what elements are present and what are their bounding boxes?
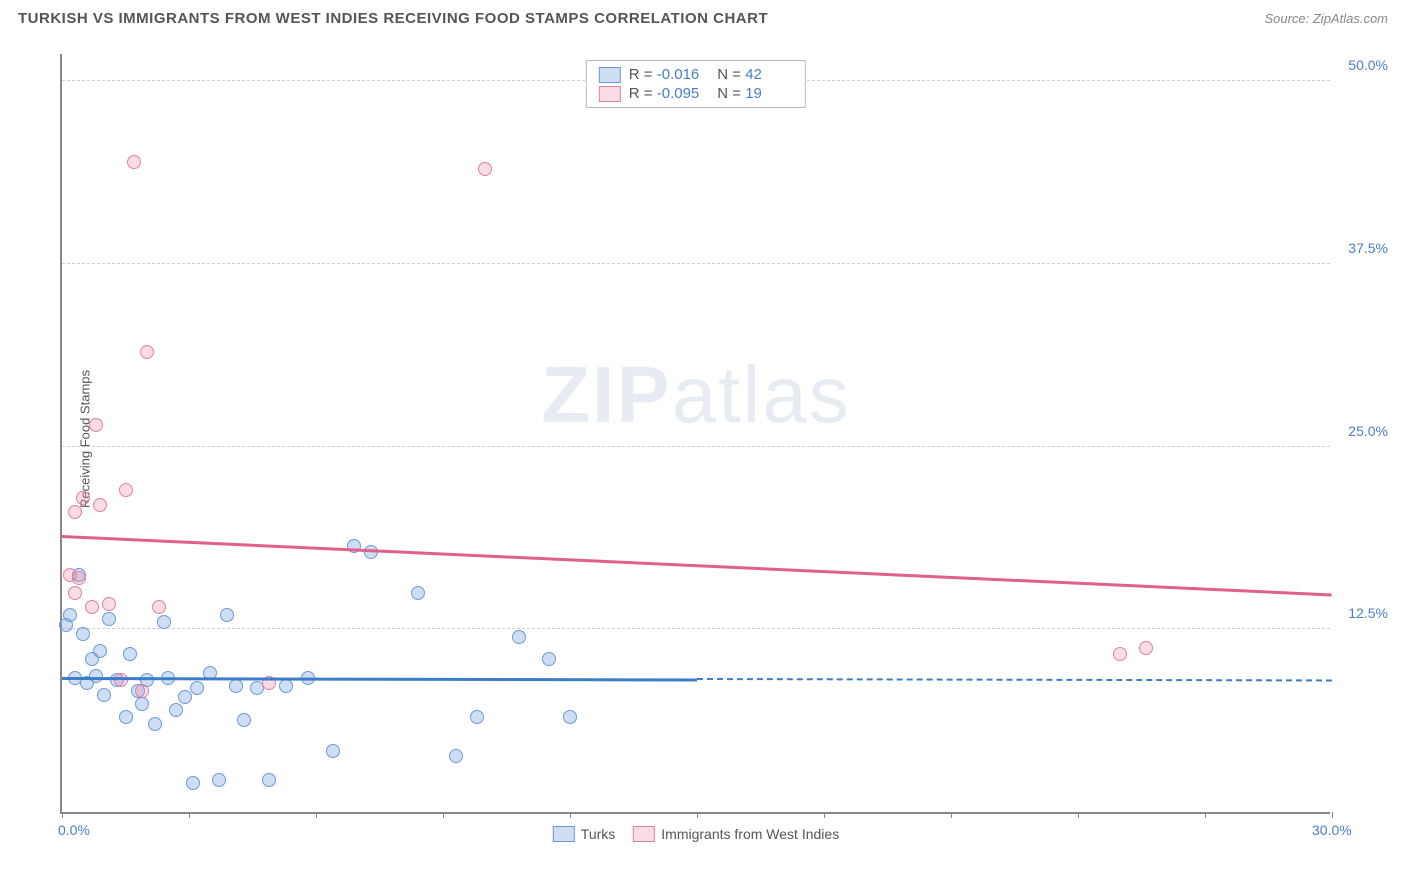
regression-line [62,535,1332,596]
series-label: Turks [581,826,615,842]
data-point [326,744,340,758]
data-point [135,697,149,711]
data-point [449,749,463,763]
x-tick [62,812,63,818]
legend-row: R = -0.095 N = 19 [599,84,793,103]
data-point [93,644,107,658]
data-point [157,615,171,629]
legend-swatch [599,86,621,102]
page-title: TURKISH VS IMMIGRANTS FROM WEST INDIES R… [18,10,768,27]
watermark: ZIPatlas [541,349,850,441]
data-point [76,627,90,641]
data-point [262,773,276,787]
x-tick [697,812,698,818]
x-tick [570,812,571,818]
data-point [237,713,251,727]
data-point [1113,647,1127,661]
data-point [123,647,137,661]
gridline [62,263,1330,264]
data-point [63,608,77,622]
y-tick-label: 25.0% [1348,423,1388,439]
legend-row: R = -0.016 N = 42 [599,65,793,84]
x-tick [316,812,317,818]
series-legend-item: Immigrants from West Indies [633,826,839,842]
data-point [119,483,133,497]
data-point [152,600,166,614]
x-tick [443,812,444,818]
data-point [140,345,154,359]
x-tick [1078,812,1079,818]
x-tick [1205,812,1206,818]
series-legend-item: Turks [553,826,615,842]
source-attribution: Source: ZipAtlas.com [1264,11,1388,26]
data-point [114,673,128,687]
data-point [148,717,162,731]
data-point [470,710,484,724]
data-point [93,498,107,512]
legend-swatch [553,826,575,842]
x-tick [951,812,952,818]
data-point [542,652,556,666]
data-point [220,608,234,622]
legend-swatch [599,67,621,83]
data-point [102,612,116,626]
x-tick-label: 30.0% [1312,822,1352,838]
data-point [102,597,116,611]
y-tick-label: 37.5% [1348,240,1388,256]
data-point [135,684,149,698]
x-tick [1332,812,1333,818]
x-tick [189,812,190,818]
data-point [72,571,86,585]
plot-area: ZIPatlas 12.5%25.0%37.5%50.0%0.0%30.0%R … [60,54,1330,814]
data-point [178,690,192,704]
data-point [411,586,425,600]
x-tick-label: 0.0% [58,822,90,838]
data-point [279,679,293,693]
gridline [62,446,1330,447]
data-point [512,630,526,644]
data-point [190,681,204,695]
data-point [1139,641,1153,655]
y-tick-label: 50.0% [1348,57,1388,73]
x-tick [824,812,825,818]
data-point [85,600,99,614]
data-point [97,688,111,702]
data-point [563,710,577,724]
data-point [68,586,82,600]
correlation-chart: Receiving Food Stamps ZIPatlas 12.5%25.0… [50,44,1390,834]
data-point [169,703,183,717]
data-point [212,773,226,787]
legend-swatch [633,826,655,842]
data-point [229,679,243,693]
data-point [478,162,492,176]
data-point [76,491,90,505]
y-tick-label: 12.5% [1348,605,1388,621]
data-point [89,418,103,432]
correlation-legend: R = -0.016 N = 42R = -0.095 N = 19 [586,60,806,108]
series-label: Immigrants from West Indies [661,826,839,842]
regression-line [697,678,1332,681]
data-point [186,776,200,790]
data-point [68,505,82,519]
series-legend: Turks Immigrants from West Indies [553,826,839,842]
data-point [127,155,141,169]
regression-line [62,677,697,681]
data-point [119,710,133,724]
gridline [62,628,1330,629]
